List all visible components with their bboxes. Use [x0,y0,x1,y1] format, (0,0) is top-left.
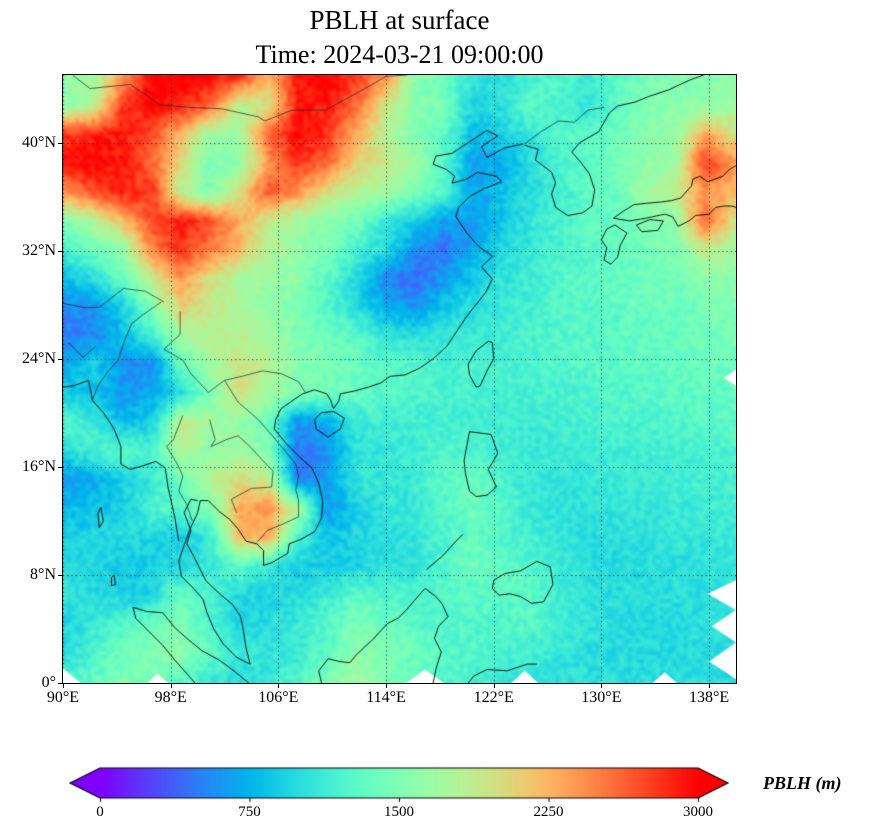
x-tick-mark [493,684,495,688]
x-tick-mark [709,684,711,688]
plot-title: PBLH at surface [309,5,490,35]
x-tick-mark [63,684,64,688]
x-tick-mark [170,684,172,688]
y-tick-label: 16°N [22,457,56,475]
y-tick-mark [58,358,62,360]
x-tick-label: 98°E [154,689,187,706]
colorbar-canvas [0,760,869,836]
x-tick-label: 138°E [688,689,730,706]
pblh-heatmap-canvas [63,75,736,683]
colorbar-tick-label: 3000 [683,804,713,820]
colorbar-tick-label: 1500 [384,804,414,820]
y-tick-label: 32°N [22,241,56,259]
x-tick-mark [386,684,388,688]
y-tick-mark [58,250,62,252]
colorbar-tick-label: 0 [96,804,104,820]
y-tick-mark [58,466,62,468]
plot-subtitle-time: Time: 2024-03-21 09:00:00 [255,40,544,69]
y-tick-label: 0° [41,674,56,691]
y-tick-mark [58,142,62,144]
x-tick-label: 130°E [581,689,622,706]
x-tick-label: 106°E [258,689,299,706]
y-tick-label: 40°N [22,133,56,151]
colorbar-tick-label: 2250 [533,804,564,820]
x-tick-label: 90°E [46,689,80,706]
y-tick-label: 24°N [22,349,56,367]
x-tick-label: 122°E [473,689,514,706]
x-tick-mark [601,684,603,688]
x-tick-mark [278,684,280,688]
colorbar-area [0,760,869,836]
y-tick-mark [58,683,62,684]
x-tick-label: 114°E [366,689,406,706]
map-axes [62,74,737,684]
y-tick-mark [58,574,62,576]
colorbar-label: PBLH (m) [763,773,842,793]
colorbar-tick-label: 750 [238,804,261,820]
y-tick-label: 8°N [30,565,56,583]
